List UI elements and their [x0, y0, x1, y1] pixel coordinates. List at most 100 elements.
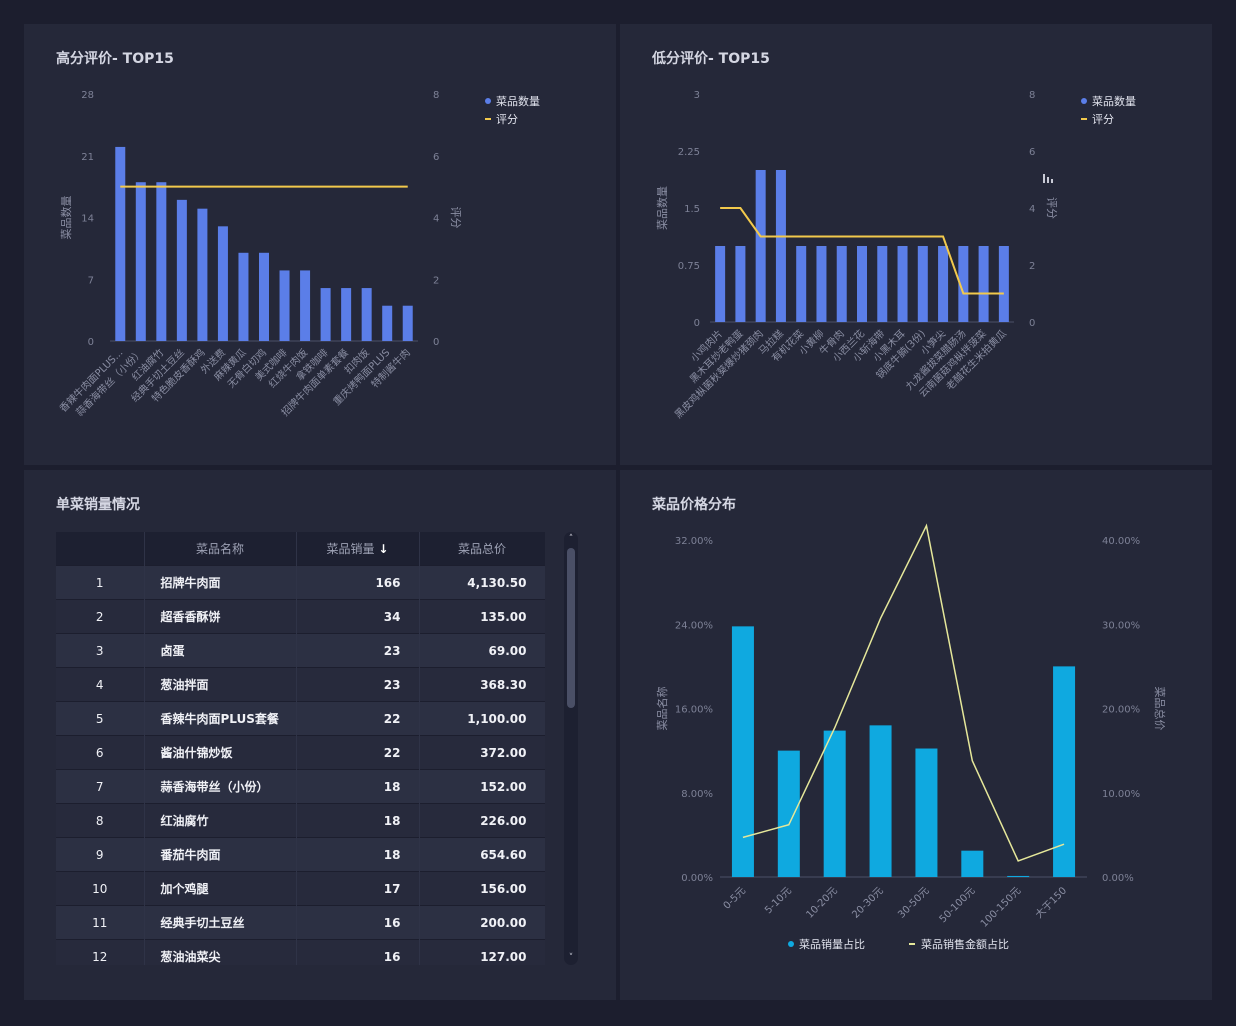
table-scrollbar[interactable]: ˄ ˅ — [564, 532, 578, 965]
dish-name-cell: 经典手切土豆丝 — [144, 905, 297, 940]
dish-name-cell: 香辣牛肉面PLUS套餐 — [144, 701, 297, 736]
panel-high-rating: 高分评价- TOP15 0 7 14 21 28 0 2 4 6 8 菜品数量 评分 香辣牛肉面PLUS… — [24, 24, 616, 465]
y-tick-label: 32.00% — [675, 536, 713, 547]
sales-cell: 18 — [296, 769, 420, 804]
bar — [958, 246, 969, 322]
table-row[interactable]: 7 蒜香海带丝（小份） 18 152.00 — [56, 769, 545, 804]
legend-marker-bar — [485, 98, 491, 104]
column-header-dish-name[interactable]: 菜品名称 — [144, 532, 297, 566]
bar — [238, 252, 249, 341]
dish-name-cell: 葱油油菜尖 — [144, 939, 297, 965]
row-index: 1 — [56, 565, 145, 600]
table-row[interactable]: 3 卤蛋 23 69.00 — [56, 633, 545, 668]
arrow-down-icon[interactable]: ↓ — [378, 542, 389, 556]
row-index: 2 — [56, 599, 145, 634]
table-row[interactable]: 5 香辣牛肉面PLUS套餐 22 1,100.00 — [56, 701, 545, 736]
y2-tick-label: 2 — [1029, 261, 1035, 272]
sales-table-wrap[interactable]: 菜品名称 菜品销量 ↓ 菜品总价 1 招牌牛肉面 166 4,130.50 2 超香香酥饼… — [56, 532, 545, 965]
y-tick-label: 0 — [694, 318, 700, 329]
y-tick-label: 0 — [88, 337, 94, 348]
y-tick-label: 0.00% — [681, 873, 713, 884]
x-tick-label: 大于150 — [1032, 884, 1069, 921]
y2-tick-label: 8 — [433, 90, 439, 101]
bar — [300, 270, 311, 341]
y-tick-label: 21 — [81, 152, 94, 163]
table-row[interactable]: 1 招牌牛肉面 166 4,130.50 — [56, 565, 545, 600]
dish-name-cell: 卤蛋 — [144, 633, 297, 668]
bar — [402, 305, 413, 341]
row-index: 11 — [56, 905, 145, 940]
sales-table: 菜品名称 菜品销量 ↓ 菜品总价 1 招牌牛肉面 166 4,130.50 2 超香香酥饼… — [56, 532, 545, 965]
panel-title: 高分评价- TOP15 — [56, 51, 174, 67]
table-row[interactable]: 12 葱油油菜尖 16 127.00 — [56, 939, 545, 965]
row-index: 4 — [56, 667, 145, 702]
bar — [135, 182, 146, 341]
bar — [115, 146, 126, 341]
table-row[interactable]: 6 酱油什锦炒饭 22 372.00 — [56, 735, 545, 770]
bar — [731, 626, 754, 877]
bar — [361, 288, 372, 341]
bar — [961, 850, 984, 877]
table-row[interactable]: 11 经典手切土豆丝 16 200.00 — [56, 905, 545, 940]
column-header-index — [56, 532, 145, 566]
sales-cell: 34 — [296, 599, 420, 634]
y-tick-label: 2.25 — [678, 147, 700, 158]
table-row[interactable]: 9 番茄牛肉面 18 654.60 — [56, 837, 545, 872]
row-index: 7 — [56, 769, 145, 804]
x-tick-label: 10-20元 — [804, 885, 839, 920]
bar — [156, 182, 167, 341]
panel-title: 低分评价- TOP15 — [652, 51, 770, 67]
y-tick-label: 24.00% — [675, 620, 713, 631]
bar — [917, 246, 928, 322]
bar — [197, 208, 208, 341]
scrollbar-thumb[interactable] — [567, 548, 575, 708]
total-price-cell: 368.30 — [419, 667, 545, 702]
bar — [897, 246, 908, 322]
bar — [259, 252, 269, 341]
y-tick-label: 7 — [88, 275, 94, 286]
chevron-down-icon[interactable]: ˅ — [568, 953, 574, 963]
total-price-cell: 135.00 — [419, 599, 545, 634]
bar — [816, 246, 827, 322]
total-price-cell: 226.00 — [419, 803, 545, 838]
sales-cell: 16 — [296, 905, 420, 940]
x-tick-label: 50-100元 — [938, 885, 978, 925]
table-row[interactable]: 10 加个鸡腿 17 156.00 — [56, 871, 545, 906]
series-line — [742, 523, 1065, 862]
x-tick-label: 30-50元 — [896, 885, 931, 920]
total-price-cell: 200.00 — [419, 905, 545, 940]
total-price-cell: 654.60 — [419, 837, 545, 872]
y-axis-title: 菜品数量 — [656, 186, 669, 230]
sales-cell: 23 — [296, 633, 420, 668]
bar — [857, 246, 867, 322]
column-header-total[interactable]: 菜品总价 — [419, 532, 545, 566]
bar — [775, 170, 786, 322]
table-row[interactable]: 4 葱油拌面 23 368.30 — [56, 667, 545, 702]
y2-tick-label: 2 — [433, 275, 439, 286]
dish-name-cell: 招牌牛肉面 — [144, 565, 297, 600]
sales-cell: 18 — [296, 803, 420, 838]
panel-low-rating: 低分评价- TOP15 0 0.75 1.5 2.25 3 0 2 4 6 8 菜品数量 评分 小鸡肉片… — [620, 24, 1212, 465]
y2-tick-label: 10.00% — [1102, 789, 1140, 800]
sales-cell: 18 — [296, 837, 420, 872]
table-row[interactable]: 8 红油腐竹 18 226.00 — [56, 803, 545, 838]
row-index: 6 — [56, 735, 145, 770]
legend-label: 评分 — [1092, 113, 1114, 126]
y-axis-title: 菜品名称 — [655, 687, 669, 731]
dish-name-cell: 红油腐竹 — [144, 803, 297, 838]
x-tick-label: 0-5元 — [722, 885, 748, 911]
row-index: 10 — [56, 871, 145, 906]
column-header-sales[interactable]: 菜品销量 ↓ — [296, 532, 420, 566]
row-index: 12 — [56, 939, 145, 965]
chevron-up-icon[interactable]: ˄ — [568, 534, 574, 544]
y-tick-label: 0.75 — [678, 261, 700, 272]
bar — [341, 288, 352, 341]
y2-tick-label: 0 — [1029, 318, 1035, 329]
y2-tick-label: 8 — [1029, 90, 1035, 101]
legend-label: 菜品数量 — [496, 95, 540, 108]
y2-axis-title: 菜品总价 — [1153, 687, 1167, 731]
table-row[interactable]: 2 超香香酥饼 34 135.00 — [56, 599, 545, 634]
y-tick-label: 8.00% — [681, 789, 713, 800]
